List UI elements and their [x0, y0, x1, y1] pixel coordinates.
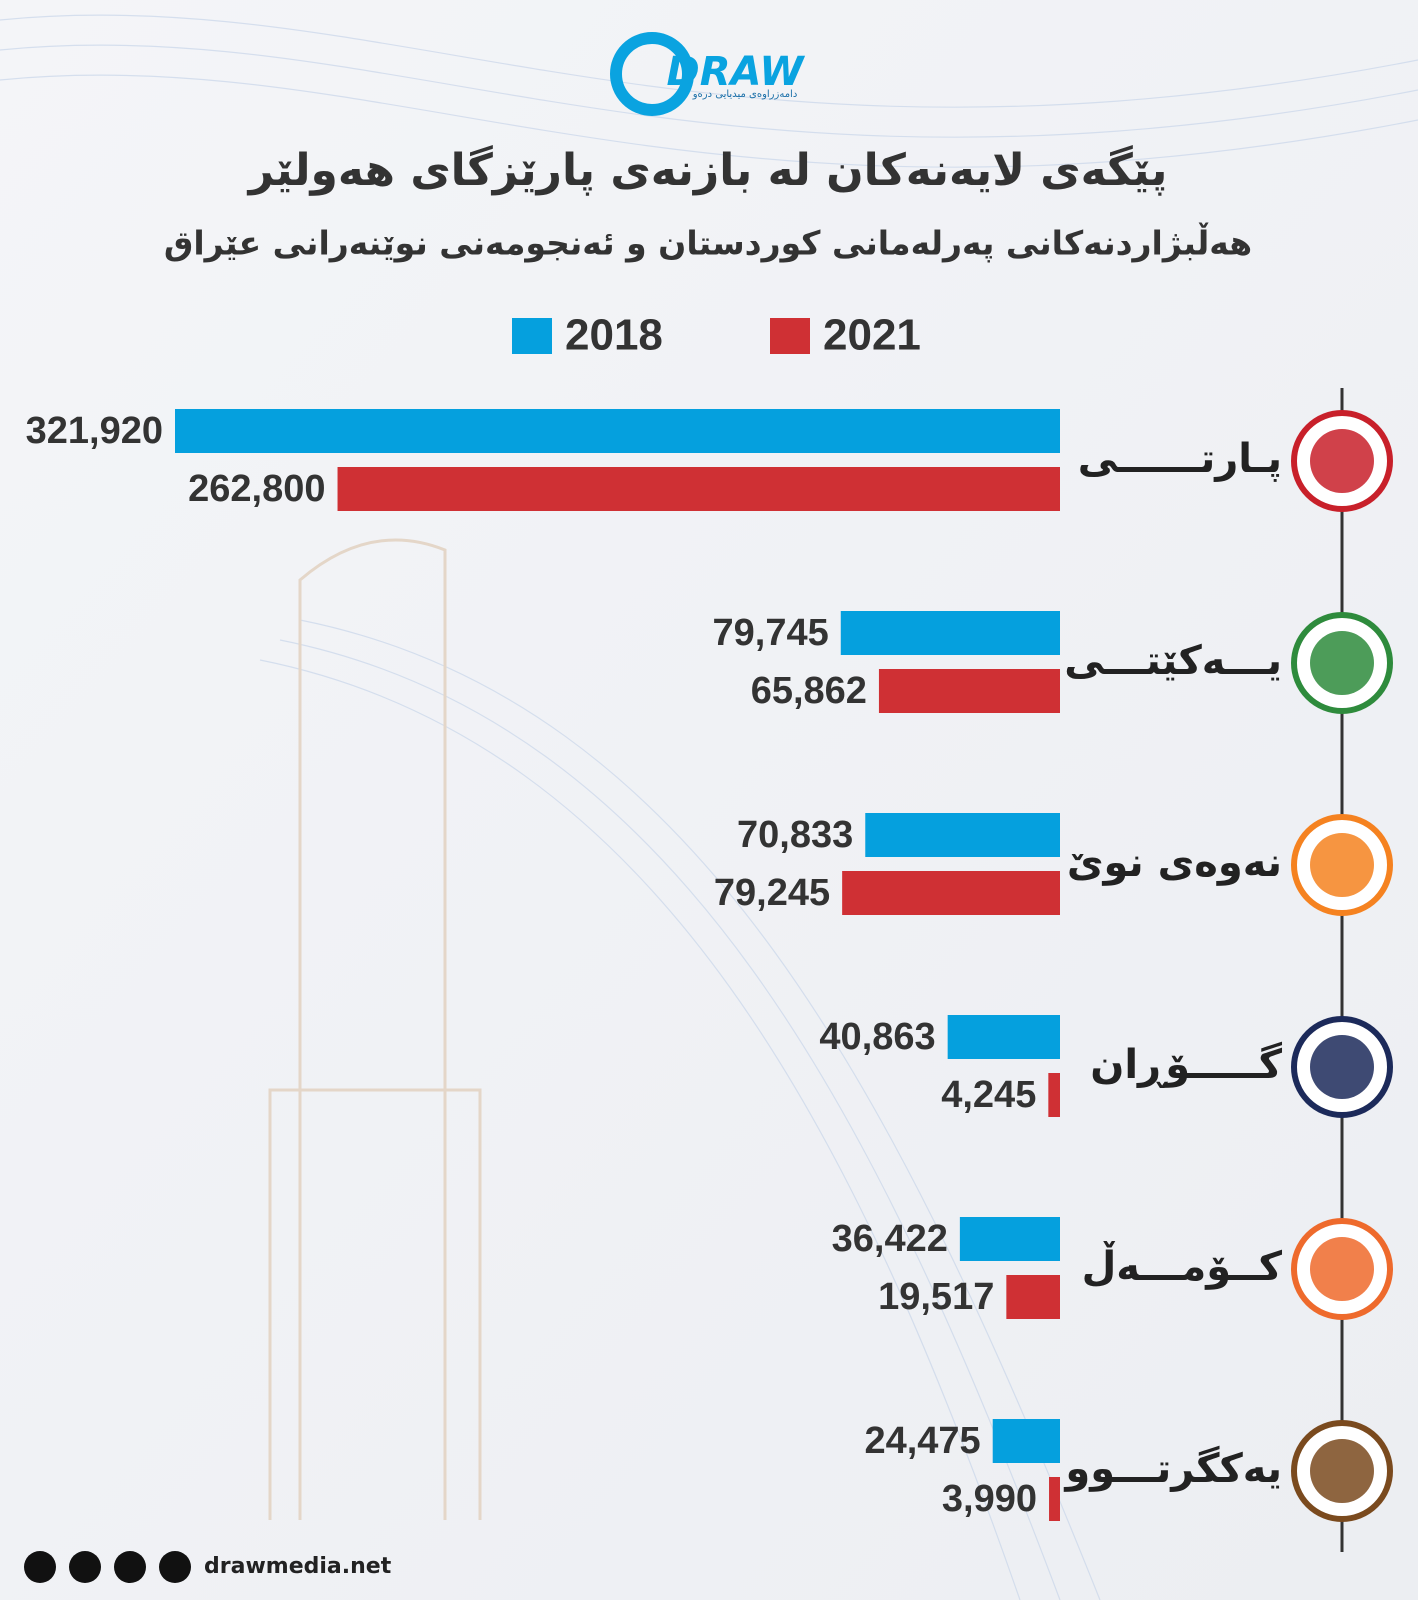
bar: [1049, 1477, 1060, 1521]
social-icon: [114, 1551, 146, 1583]
party-logo-inner: [1310, 1035, 1374, 1099]
category-label: یـــەکێتـــی: [1064, 638, 1282, 684]
chart-title: پێگەی لایەنەکان لە بازنەی پارێزگای هەولێ…: [247, 144, 1168, 196]
legend-label: 2018: [565, 311, 663, 360]
category-label: کــۆمـــەڵ: [1082, 1241, 1283, 1290]
minaret-silhouette: [268, 538, 482, 1520]
bar: [959, 1217, 1060, 1261]
party-logo-inner: [1310, 1439, 1374, 1503]
category-label: یەکگرتـــوو: [1063, 1445, 1282, 1492]
value-label: 79,245: [714, 872, 830, 914]
category-label: پـارتــــــی: [1078, 436, 1282, 482]
logo-mark: [610, 32, 694, 116]
bar: [865, 813, 1060, 857]
party-logo-inner: [1310, 1237, 1374, 1301]
bar: [337, 467, 1060, 511]
bar: [1048, 1073, 1060, 1117]
party-logo-inner: [1310, 631, 1374, 695]
value-label: 3,990: [942, 1478, 1037, 1520]
decor-lines: [0, 14, 1418, 1600]
value-label: 65,862: [751, 670, 867, 712]
value-label: 19,517: [878, 1276, 994, 1318]
party-logo-inner: [1310, 833, 1374, 897]
value-label: 321,920: [26, 410, 163, 452]
legend-swatch: [770, 318, 810, 354]
value-label: 4,245: [941, 1074, 1036, 1116]
bar: [1006, 1275, 1060, 1319]
value-label: 79,745: [713, 612, 829, 654]
bar: [175, 409, 1060, 453]
social-icon: [24, 1551, 56, 1583]
chart-subtitle: هەڵبژاردنەکانی پەرلەمانی کوردستان و ئەنج…: [164, 223, 1252, 264]
social-icon: [69, 1551, 101, 1583]
legend-swatch: [512, 318, 552, 354]
bar: [992, 1419, 1060, 1463]
logo-text: DRAW: [667, 49, 806, 95]
value-label: 40,863: [819, 1016, 935, 1058]
bar: [842, 871, 1060, 915]
footer-icons: [24, 1551, 191, 1583]
value-label: 24,475: [864, 1420, 980, 1462]
legend-label: 2021: [823, 311, 921, 360]
bar: [840, 611, 1060, 655]
category-label: گـــــۆڕان: [1090, 1041, 1283, 1088]
party-logo-inner: [1310, 429, 1374, 493]
category-label: نەوەی نوێ: [1067, 840, 1282, 886]
value-label: 70,833: [737, 814, 853, 856]
bar: [878, 669, 1060, 713]
bar: [947, 1015, 1060, 1059]
social-icon: [159, 1551, 191, 1583]
value-label: 262,800: [188, 468, 325, 510]
logo-tagline: دامەزراوەی میدیایی درەو: [692, 89, 798, 100]
value-label: 36,422: [832, 1218, 948, 1260]
footer-website: drawmedia.net: [204, 1554, 392, 1579]
